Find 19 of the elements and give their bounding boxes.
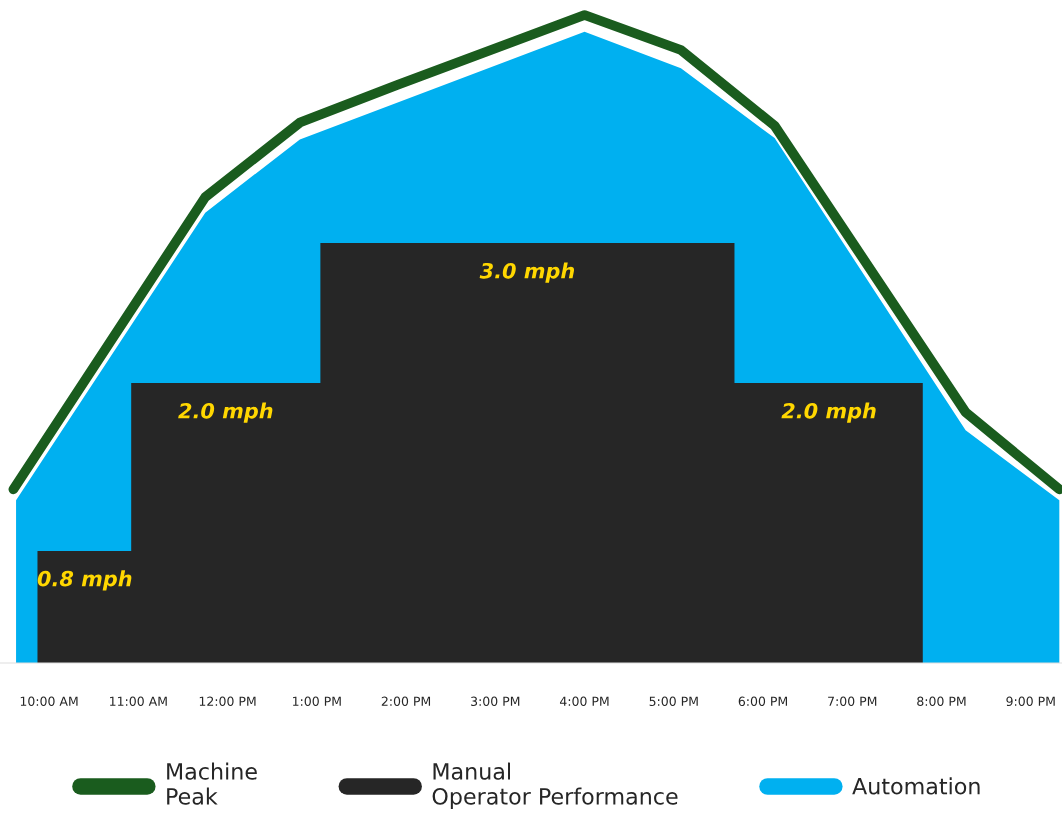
annotation: 2.0 mph — [178, 402, 273, 423]
x-tick-label: 7:00 PM — [828, 696, 877, 707]
annotation: 0.8 mph — [37, 570, 132, 591]
x-tick-label: 1:00 PM — [293, 696, 341, 707]
x-tick-label: 12:00 PM — [199, 696, 256, 707]
x-tick-label: 3:00 PM — [471, 696, 520, 707]
annotation: 3.0 mph — [479, 262, 575, 283]
legend-label: Manual Operator Performance — [432, 762, 678, 809]
x-tick-label: 11:00 AM — [110, 696, 167, 707]
legend-label: Machine Peak — [167, 762, 257, 805]
legend-label: Automation — [852, 777, 980, 795]
x-tick-label: 2:00 PM — [381, 696, 431, 707]
x-tick-label: 10:00 AM — [20, 696, 78, 707]
x-tick-label: 5:00 PM — [649, 696, 698, 707]
x-tick-label: 8:00 PM — [917, 696, 966, 707]
annotation: 2.0 mph — [781, 402, 876, 423]
x-tick-label: 6:00 PM — [738, 696, 787, 707]
x-tick-label: 4:00 PM — [559, 696, 609, 707]
x-tick-label: 9:00 PM — [1006, 696, 1055, 707]
